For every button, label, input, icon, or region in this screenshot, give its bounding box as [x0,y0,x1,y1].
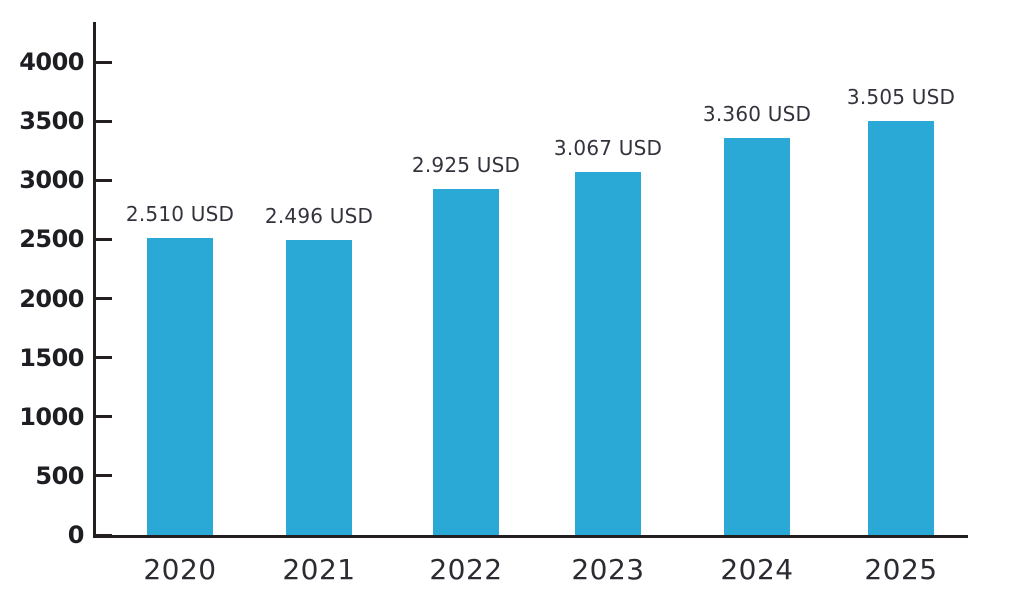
x-tick-label-2025: 2025 [864,553,938,586]
y-tick-mark [96,119,112,123]
y-tick-mark [96,474,112,478]
y-tick-label: 3000 [19,166,84,195]
y-tick-label: 2000 [19,284,84,313]
y-tick-mark [96,178,112,182]
y-tick-label: 0 [67,521,85,549]
bar-2020 [147,238,213,535]
bar-2023 [575,172,641,535]
bar-value-label: 2.925 USD [411,153,521,178]
y-tick-mark [96,415,112,419]
y-tick-label: 500 [35,461,84,490]
x-tick-label-2021: 2021 [282,553,356,586]
y-tick-mark [96,237,112,241]
bar-value-label: 2.496 USD [264,203,374,228]
y-tick-label: 1000 [19,402,84,431]
y-axis-line [93,22,96,538]
y-tick-mark [96,60,112,64]
bar-value-label: 2.510 USD [125,202,235,227]
bar-value-label: 3.360 USD [702,101,812,126]
x-axis-line [93,535,968,538]
x-tick-label-2024: 2024 [720,553,794,586]
bar-2025 [868,120,934,535]
bar-2021 [286,239,352,535]
y-tick-label: 3500 [19,107,84,136]
y-tick-label: 4000 [19,48,84,76]
x-tick-label-2022: 2022 [429,553,503,586]
y-tick-label: 1500 [19,343,84,372]
y-tick-label: 2500 [19,225,84,254]
y-tick-mark [96,297,112,300]
bar-2024 [724,137,790,535]
y-tick-mark [96,356,112,360]
x-tick-label-2020: 2020 [143,553,217,586]
x-tick-label-2023: 2023 [571,553,645,586]
bar-2022 [433,189,499,535]
y-tick-mark [96,533,112,537]
bar-value-label: 3.505 USD [846,84,956,109]
bar-value-label: 3.067 USD [553,136,663,161]
